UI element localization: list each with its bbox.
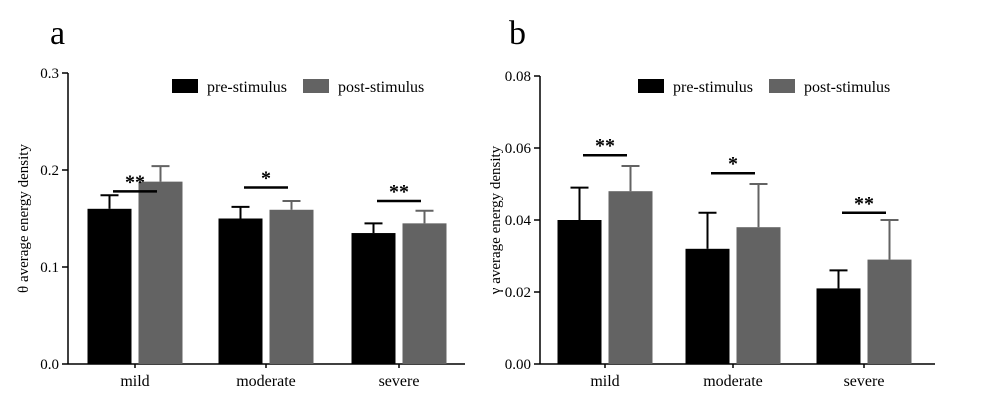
y-tick-label: 0.00 [505, 357, 531, 373]
legend-label: post-stimulus [804, 79, 890, 96]
legend-label: post-stimulus [338, 79, 424, 96]
x-tick-label: moderate [703, 373, 763, 390]
chart-panel-b: b 0.00 0.02 0.04 0.06 0.08 γ average energy de… [488, 15, 935, 390]
significance-label: ** [389, 181, 409, 203]
chart-panel-a: a 0.0 0.1 0.2 0.3 θ average energy density mil… [16, 15, 465, 390]
y-tick-label: 0.06 [505, 141, 532, 157]
bar-pre-stimulus [816, 288, 861, 364]
bar-post-stimulus [269, 209, 314, 364]
panel-label: b [509, 15, 526, 52]
x-tick-label: mild [590, 373, 619, 390]
y-tick-label: 0.1 [40, 260, 59, 276]
bar-pre-stimulus [351, 233, 396, 364]
y-axis-label: γ average energy density [488, 145, 504, 295]
bar-pre-stimulus [218, 218, 263, 364]
significance-label: ** [595, 135, 615, 157]
y-tick-label: 0.04 [505, 213, 532, 229]
legend-swatch [303, 79, 329, 93]
bar-pre-stimulus [557, 220, 602, 364]
y-tick-label: 0.02 [505, 285, 531, 301]
legend-swatch [769, 79, 795, 93]
legend-swatch [638, 79, 664, 93]
significance-label: ** [854, 193, 874, 215]
x-tick-label: moderate [236, 373, 296, 390]
x-tick-label: severe [379, 373, 420, 390]
bar-post-stimulus [608, 191, 653, 364]
y-tick-label: 0.2 [40, 163, 59, 179]
bar-post-stimulus [867, 259, 912, 364]
bar-pre-stimulus [685, 248, 730, 364]
bar-post-stimulus [138, 181, 183, 364]
y-axis-label: θ average energy density [16, 144, 32, 293]
bar-post-stimulus [402, 223, 447, 364]
legend-swatch [172, 79, 198, 93]
y-tick-label: 0.08 [505, 69, 531, 85]
legend-label: pre-stimulus [673, 79, 753, 96]
significance-label: * [261, 167, 271, 189]
x-tick-label: mild [120, 373, 149, 390]
panel-label: a [50, 15, 65, 52]
y-tick-label: 0.3 [40, 66, 59, 82]
legend-label: pre-stimulus [207, 79, 287, 96]
x-tick-label: severe [844, 373, 885, 390]
significance-label: * [728, 153, 738, 175]
significance-label: ** [125, 171, 145, 193]
bar-post-stimulus [736, 227, 781, 364]
bar-pre-stimulus [87, 208, 132, 364]
y-tick-label: 0.0 [40, 357, 59, 373]
